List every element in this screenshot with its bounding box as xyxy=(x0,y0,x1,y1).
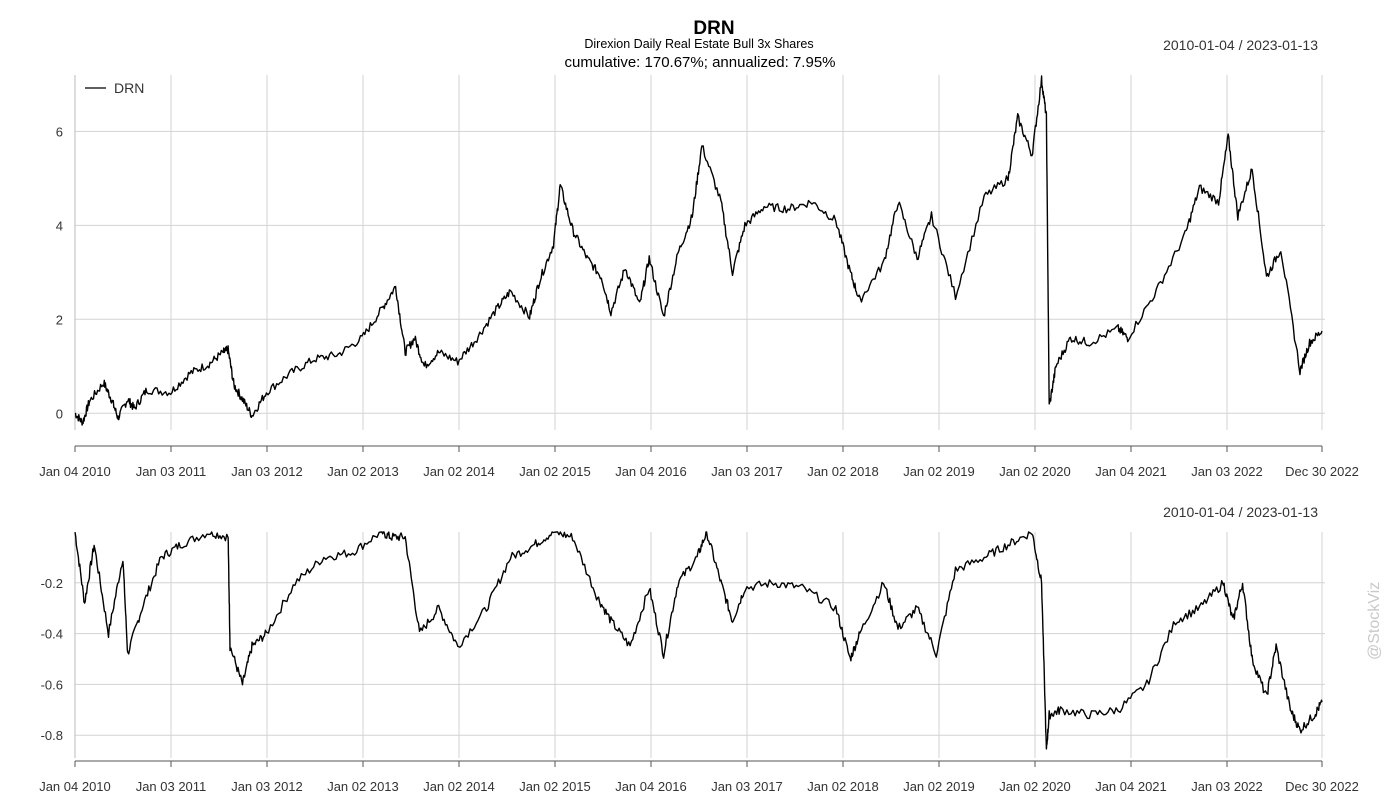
x-tick-label: Jan 02 2013 xyxy=(327,779,399,794)
series-line-drn xyxy=(74,531,1323,750)
x-tick-label: Jan 02 2013 xyxy=(327,464,399,479)
x-tick-label: Jan 03 2012 xyxy=(231,464,303,479)
y-tick-label: 4 xyxy=(56,218,63,233)
x-tick-label: Jan 03 2022 xyxy=(1191,779,1263,794)
x-tick-label: Jan 03 2011 xyxy=(136,464,207,479)
series-line-drn xyxy=(74,75,1323,426)
chart-title: DRN xyxy=(693,18,735,39)
x-tick-label: Jan 03 2011 xyxy=(136,779,207,794)
x-tick-label: Jan 04 2021 xyxy=(1095,779,1167,794)
y-tick-label: -0.2 xyxy=(41,576,63,591)
x-tick-label: Jan 02 2015 xyxy=(519,779,591,794)
y-tick-label: 6 xyxy=(56,124,63,139)
legend-label: DRN xyxy=(114,80,144,96)
date-range-bottom: 2010-01-04 / 2023-01-13 xyxy=(1163,504,1318,520)
x-tick-label: Jan 02 2014 xyxy=(423,464,495,479)
y-tick-label: -0.4 xyxy=(41,627,63,642)
y-tick-label: -0.6 xyxy=(41,677,63,692)
x-tick-label: Jan 02 2018 xyxy=(807,779,879,794)
cumulative-returns-panel: 0 2 4 6 Jan 04 2010 Jan 03 2011 Jan 03 2012 Jan… xyxy=(39,75,1359,479)
x-tick-label: Dec 30 2022 xyxy=(1285,464,1359,479)
return-stats: cumulative: 170.67%; annualized: 7.95% xyxy=(564,54,836,71)
x-tick-label: Jan 04 2016 xyxy=(615,779,687,794)
y-tick-label: 2 xyxy=(56,312,63,327)
x-tick-label: Jan 03 2017 xyxy=(711,779,783,794)
date-range-top: 2010-01-04 / 2023-01-13 xyxy=(1163,37,1318,53)
x-tick-label: Jan 02 2020 xyxy=(999,779,1071,794)
y-tick-label: 0 xyxy=(56,406,63,421)
chart-subtitle: Direxion Daily Real Estate Bull 3x Share… xyxy=(584,37,814,51)
x-tick-label: Jan 02 2019 xyxy=(903,464,975,479)
x-tick-label: Jan 02 2015 xyxy=(519,464,591,479)
x-tick-label: Jan 04 2010 xyxy=(39,779,111,794)
x-tick-label: Jan 04 2010 xyxy=(39,464,111,479)
x-tick-label: Jan 04 2016 xyxy=(615,464,687,479)
x-tick-label: Jan 03 2017 xyxy=(711,464,783,479)
x-tick-label: Jan 04 2021 xyxy=(1095,464,1167,479)
x-tick-label: Jan 02 2020 xyxy=(999,464,1071,479)
y-tick-label: -0.8 xyxy=(41,728,63,743)
x-tick-label: Jan 03 2012 xyxy=(231,779,303,794)
x-tick-label: Jan 02 2014 xyxy=(423,779,495,794)
drawdown-panel: -0.2 -0.4 -0.6 -0.8 Jan 04 2010 Jan 03 2011 Ja… xyxy=(39,531,1359,794)
x-tick-label: Jan 02 2018 xyxy=(807,464,879,479)
x-tick-label: Jan 02 2019 xyxy=(903,779,975,794)
x-tick-label: Jan 03 2022 xyxy=(1191,464,1263,479)
x-tick-label: Dec 30 2022 xyxy=(1285,779,1359,794)
